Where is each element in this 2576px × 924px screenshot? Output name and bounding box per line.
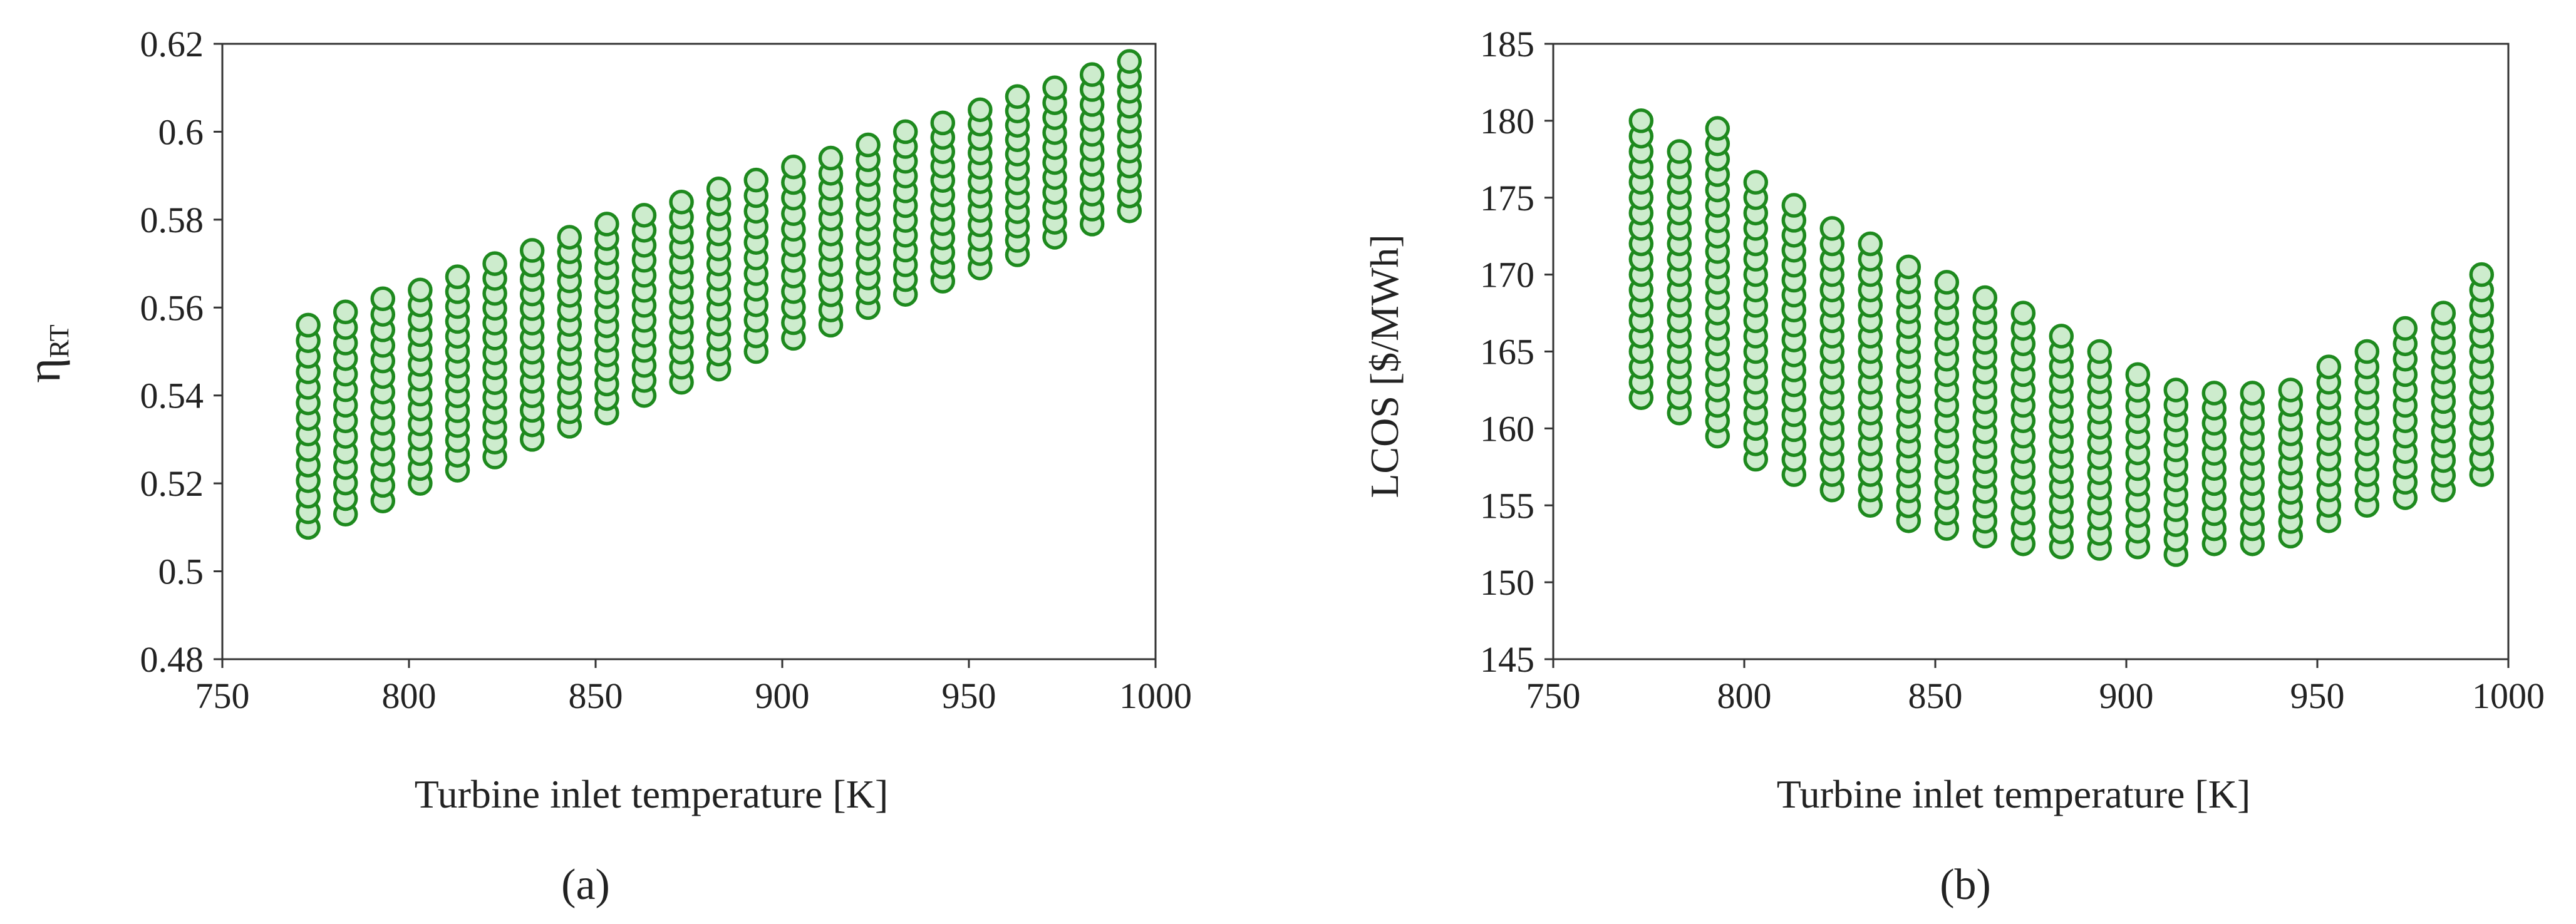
- scatter-point: [2049, 324, 2074, 349]
- x-tick-label: 750: [1526, 675, 1581, 716]
- scatter-point: [968, 97, 993, 123]
- scatter-point: [781, 154, 806, 180]
- scatter-point: [557, 225, 582, 250]
- plot-area-a: [221, 43, 1157, 660]
- scatter-point: [706, 176, 732, 202]
- x-axis-title-b: Turbine inlet temperature [K]: [1777, 772, 2251, 816]
- panel-label-b: (b): [1940, 861, 1991, 909]
- x-tick-label: 900: [2099, 675, 2154, 716]
- scatter-point: [1819, 216, 1845, 241]
- scatter-point: [2201, 381, 2227, 406]
- scatter-point: [594, 212, 619, 237]
- y-axis-title-a: ηRT: [18, 324, 75, 382]
- scatter-point: [2392, 316, 2418, 341]
- scatter-point: [296, 312, 321, 338]
- scatter-point: [1972, 285, 1998, 311]
- scatter-point: [1896, 254, 1922, 280]
- x-tick-label: 900: [755, 675, 810, 716]
- points-group-a: [296, 49, 1142, 540]
- scatter-point: [1042, 75, 1067, 100]
- scatter-point: [818, 145, 844, 171]
- scatter-point: [2010, 300, 2036, 326]
- y-tick-label: 0.52: [140, 463, 204, 504]
- scatter-point: [631, 203, 657, 228]
- chart-panel-b: 750 800 850 900 950 1000 145 150 155 160 165 170 175…: [1362, 24, 2545, 909]
- panel-label-a: (a): [561, 861, 610, 909]
- y-tick-label: 175: [1480, 178, 1534, 218]
- x-tick-label: 1000: [1119, 675, 1192, 716]
- tick-group-b: 750 800 850 900 950 1000 145 150 155 160 165 170 175…: [1480, 24, 2545, 716]
- scatter-point: [669, 190, 694, 215]
- y-tick-label: 0.58: [140, 200, 204, 240]
- scatter-point: [743, 167, 769, 193]
- scatter-point: [1934, 270, 1960, 295]
- scatter-point: [2125, 362, 2151, 388]
- scatter-point: [2431, 300, 2456, 326]
- scatter-point: [1667, 139, 1692, 164]
- y-tick-label: 145: [1480, 639, 1534, 680]
- x-tick-label: 950: [942, 675, 996, 716]
- scatter-point: [1628, 108, 1654, 133]
- x-tick-label: 850: [569, 675, 623, 716]
- scatter-point: [2316, 354, 2342, 379]
- y-tick-label: 0.62: [140, 24, 204, 64]
- y-tick-label: 150: [1480, 562, 1534, 603]
- tick-group-a: 750 800 850 900 950 1000 0.48 0.5 0.52 0.54 0.56 0.…: [140, 24, 1192, 716]
- scatter-point: [482, 251, 507, 276]
- y-axis-title-a-main: η: [18, 358, 70, 383]
- scatter-point: [408, 277, 433, 302]
- y-tick-label: 155: [1480, 485, 1534, 526]
- scatter-point: [930, 110, 956, 136]
- scatter-point: [370, 286, 396, 311]
- scatter-point: [2240, 381, 2265, 406]
- scatter-point: [1005, 84, 1030, 110]
- scatter-point: [856, 132, 881, 158]
- x-tick-label: 750: [195, 675, 250, 716]
- x-tick-label: 1000: [2472, 675, 2545, 716]
- scatter-point: [445, 264, 470, 289]
- scatter-point: [2087, 339, 2113, 364]
- y-tick-label: 0.5: [158, 552, 204, 592]
- scatter-point: [2278, 377, 2304, 403]
- scatter-point: [2163, 377, 2189, 403]
- x-tick-label: 800: [1717, 675, 1772, 716]
- x-axis-title-a: Turbine inlet temperature [K]: [415, 772, 889, 816]
- y-axis-title-b: LCOS [$/MWh]: [1362, 234, 1407, 498]
- scatter-point: [1705, 116, 1730, 141]
- points-group-b: [1628, 108, 2495, 567]
- scatter-point: [1858, 231, 1883, 257]
- scatter-point: [1117, 49, 1142, 74]
- x-tick-label: 800: [382, 675, 437, 716]
- y-tick-label: 0.48: [140, 639, 204, 680]
- y-tick-label: 165: [1480, 332, 1534, 372]
- y-tick-label: 160: [1480, 408, 1534, 449]
- scatter-point: [1743, 170, 1769, 195]
- scatter-point: [333, 299, 358, 325]
- y-tick-label: 0.56: [140, 287, 204, 328]
- y-axis-title-a-sub: RT: [44, 324, 75, 358]
- y-tick-label: 0.54: [140, 376, 204, 416]
- x-tick-label: 950: [2290, 675, 2345, 716]
- scatter-point: [519, 238, 545, 263]
- scatter-point: [2354, 339, 2380, 364]
- y-tick-label: 0.6: [158, 111, 204, 152]
- chart-panel-a: 750 800 850 900 950 1000 0.48 0.5 0.52 0.54 0.56 0.…: [18, 24, 1192, 909]
- scatter-point: [2469, 262, 2495, 287]
- y-tick-label: 170: [1480, 255, 1534, 295]
- scatter-point: [1079, 62, 1105, 87]
- x-tick-label: 850: [1908, 675, 1963, 716]
- y-tick-label: 180: [1480, 101, 1534, 141]
- y-tick-label: 185: [1480, 24, 1534, 64]
- scatter-point: [892, 119, 918, 145]
- scatter-point: [1781, 193, 1807, 218]
